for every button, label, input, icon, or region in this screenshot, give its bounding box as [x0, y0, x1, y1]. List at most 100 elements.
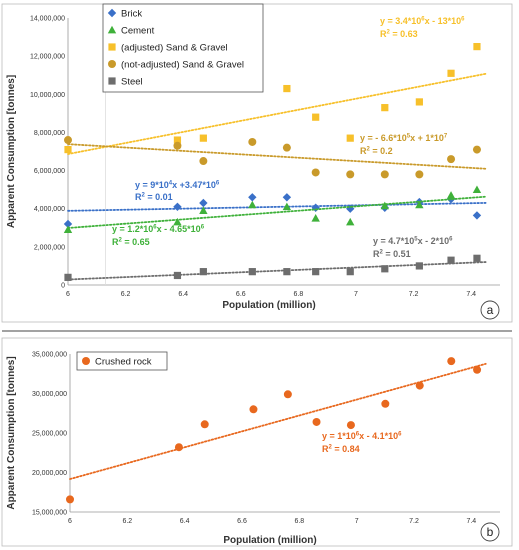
- panel-border: [1, 337, 513, 547]
- y-tick-label: 8,000,000: [34, 130, 65, 137]
- y-tick-label: 2,000,000: [34, 244, 65, 251]
- x-tick-label: 7.2: [409, 291, 419, 298]
- x-tick-label: 7.2: [409, 518, 419, 525]
- data-point: [380, 170, 389, 179]
- x-tick-label: 6.8: [294, 291, 304, 298]
- data-point: [282, 193, 292, 202]
- data-point: [64, 145, 72, 154]
- data-point: [173, 217, 182, 226]
- legend-box: [102, 3, 264, 93]
- data-point: [173, 202, 182, 212]
- data-point: [346, 134, 354, 142]
- y-tick-label: 35,000,000: [32, 352, 67, 359]
- legend-marker: [108, 43, 116, 51]
- x-tick-label: 7: [355, 518, 359, 525]
- y-tick-label: 10,000,000: [30, 92, 65, 99]
- data-point: [199, 157, 208, 166]
- data-point: [173, 141, 182, 150]
- data-point: [283, 268, 291, 276]
- data-point: [380, 201, 389, 210]
- trendline: [69, 362, 487, 480]
- r-squared-label: R2 = 0.2: [360, 146, 393, 156]
- x-axis-title: Population (million): [223, 535, 316, 546]
- panel-label-circle: [480, 522, 500, 542]
- trendline-equation: y = 3.4*106x - 13*106: [380, 16, 465, 26]
- data-point: [173, 136, 182, 144]
- data-point: [415, 170, 424, 179]
- trendline-equation: y = 9*104x +3.47*106: [135, 180, 220, 190]
- data-point: [447, 256, 455, 264]
- data-point: [282, 202, 292, 211]
- legend-marker: [107, 8, 117, 18]
- data-point: [311, 214, 320, 222]
- trendline-equation: y = - 6.6*105x + 1*107: [360, 133, 448, 143]
- y-axis-title: Apparent Consumption [tonnes]: [6, 75, 17, 228]
- legend-entry: (adjusted) Sand & Gravel: [121, 43, 228, 54]
- legend-marker: [108, 77, 116, 85]
- y-tick-label: 25,000,000: [32, 431, 67, 438]
- x-tick-label: 7: [354, 291, 358, 298]
- data-point: [473, 254, 481, 262]
- data-point: [66, 495, 74, 504]
- legend-entry: Crushed rock: [95, 357, 152, 368]
- legend-marker: [108, 60, 116, 68]
- data-point: [446, 191, 456, 199]
- y-tick-label: 14,000,000: [30, 16, 65, 23]
- legend-box: [76, 351, 168, 371]
- trendline: [67, 72, 487, 155]
- x-tick-label: 6.6: [237, 518, 247, 525]
- legend-entry: Cement: [121, 26, 155, 37]
- x-tick-label: 6.2: [121, 291, 131, 298]
- data-point: [381, 265, 389, 273]
- x-tick-label: 6.8: [294, 518, 304, 525]
- data-point: [447, 69, 455, 77]
- panel-label-circle: [480, 300, 500, 320]
- legend-entry: (not-adjusted) Sand & Gravel: [121, 60, 244, 71]
- r-squared-label: R2 = 0.84: [322, 444, 360, 454]
- data-point: [199, 268, 207, 276]
- x-tick-label: 6: [68, 518, 72, 525]
- panel-label: b: [487, 525, 494, 539]
- data-point: [472, 145, 481, 154]
- data-point: [346, 268, 354, 276]
- data-point: [447, 155, 456, 164]
- y-tick-label: 4,000,000: [34, 206, 65, 213]
- data-point: [200, 420, 209, 429]
- data-point: [174, 443, 183, 452]
- data-point: [248, 268, 256, 276]
- data-point: [381, 104, 389, 112]
- r-squared-label: R2 = 0.63: [380, 29, 418, 39]
- y-tick-label: 15,000,000: [32, 510, 67, 517]
- trendline: [67, 143, 487, 170]
- x-tick-label: 7.4: [466, 518, 476, 525]
- data-point: [248, 137, 257, 146]
- data-point: [283, 390, 292, 399]
- data-point: [64, 136, 72, 145]
- data-point: [346, 170, 355, 179]
- chart-panel-a: 6 6.2 6.4 6.6 6.8 7 7.2 7.4 0 2,000,000 4,000,000 6…: [1, 3, 513, 323]
- data-point: [199, 134, 207, 142]
- data-point: [346, 217, 355, 226]
- data-point: [248, 200, 257, 209]
- data-point: [472, 211, 482, 220]
- trendline: [67, 202, 487, 212]
- data-point: [282, 143, 291, 152]
- data-point: [312, 417, 321, 426]
- y-tick-label: 0: [61, 283, 65, 290]
- x-tick-label: 6.4: [178, 291, 188, 298]
- y-tick-label: 6,000,000: [34, 168, 65, 175]
- data-point: [248, 193, 257, 202]
- x-tick-label: 6.2: [122, 518, 132, 525]
- x-tick-label: 7.4: [466, 291, 476, 298]
- data-point: [447, 357, 456, 366]
- data-point: [199, 206, 208, 214]
- data-point: [415, 262, 423, 270]
- data-point: [312, 268, 320, 276]
- r-squared-label: R2 = 0.65: [112, 237, 150, 247]
- data-point: [311, 168, 320, 177]
- y-axis-title: Apparent Consumption [tonnes]: [6, 356, 17, 509]
- chart-panel-b: 6 6.2 6.4 6.6 6.8 7 7.2 7.4 15,000,000 20,000,000…: [1, 337, 513, 547]
- y-tick-label: 30,000,000: [32, 391, 67, 398]
- x-axis-title: Population (million): [222, 300, 315, 311]
